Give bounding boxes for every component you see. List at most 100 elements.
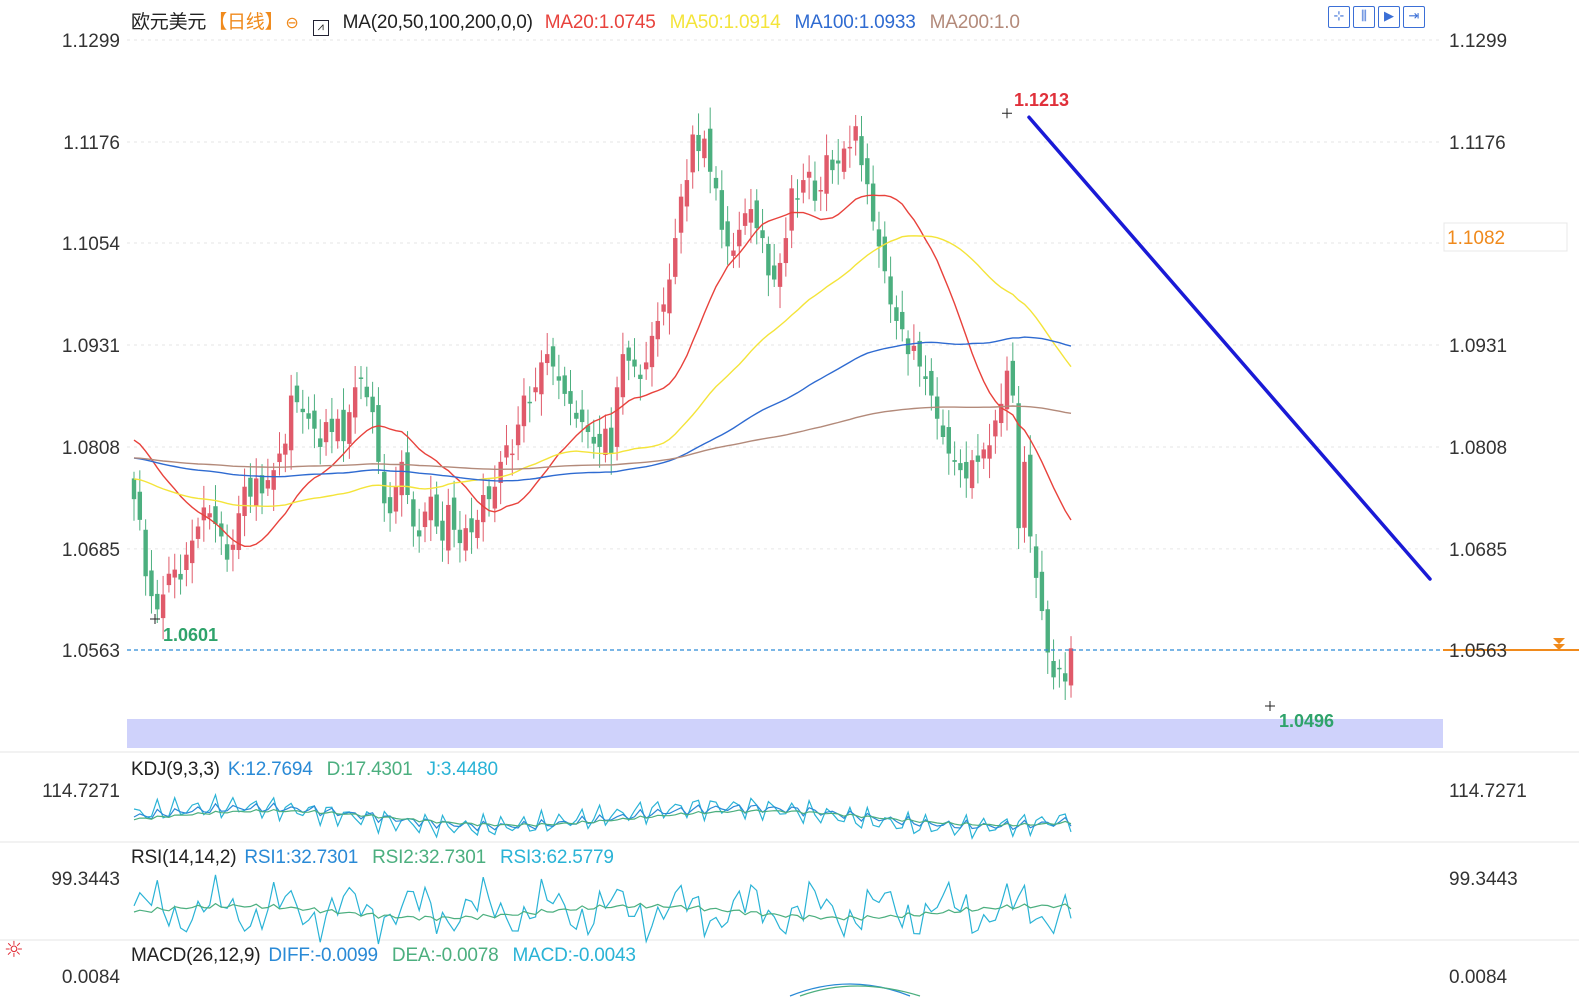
- candle-down[interactable]: [1039, 571, 1045, 612]
- candle-down[interactable]: [772, 265, 777, 280]
- candle-down[interactable]: [312, 410, 317, 429]
- candle-down[interactable]: [469, 518, 474, 533]
- candle-up[interactable]: [620, 354, 626, 398]
- candle-up[interactable]: [667, 279, 672, 314]
- candle-up[interactable]: [818, 190, 823, 192]
- candle-down[interactable]: [760, 230, 765, 239]
- candle-up[interactable]: [492, 486, 498, 509]
- candle-up[interactable]: [969, 460, 975, 489]
- candle-down[interactable]: [219, 523, 224, 537]
- candle-up[interactable]: [335, 418, 340, 442]
- candle-down[interactable]: [638, 374, 643, 379]
- candle-down[interactable]: [766, 243, 771, 276]
- candle-down[interactable]: [707, 128, 713, 172]
- candle-down[interactable]: [155, 593, 160, 610]
- candle-up[interactable]: [352, 387, 358, 418]
- candle-up[interactable]: [271, 470, 276, 490]
- candle-down[interactable]: [562, 375, 567, 394]
- candle-up[interactable]: [841, 148, 847, 172]
- candle-down[interactable]: [923, 376, 928, 379]
- candle-down[interactable]: [795, 198, 800, 200]
- candle-down[interactable]: [131, 478, 137, 500]
- candle-up[interactable]: [463, 528, 468, 551]
- crosshair-icon[interactable]: ⊹: [1328, 6, 1350, 28]
- candle-up[interactable]: [323, 422, 329, 443]
- candle-down[interactable]: [556, 376, 562, 381]
- candle-down[interactable]: [341, 409, 346, 442]
- candle-up[interactable]: [498, 461, 503, 483]
- skip-forward-icon[interactable]: ⇥: [1403, 6, 1425, 28]
- candle-down[interactable]: [952, 460, 957, 462]
- candle-down[interactable]: [364, 386, 369, 398]
- candle-down[interactable]: [830, 159, 835, 171]
- collapse-arrow-icon[interactable]: [1553, 638, 1565, 650]
- candle-up[interactable]: [265, 480, 271, 489]
- candle-down[interactable]: [405, 452, 410, 496]
- candle-down[interactable]: [1016, 403, 1021, 529]
- candle-down[interactable]: [411, 499, 416, 527]
- candle-down[interactable]: [137, 491, 143, 520]
- candle-up[interactable]: [614, 387, 620, 447]
- candle-up[interactable]: [789, 188, 794, 231]
- candle-up[interactable]: [521, 395, 527, 427]
- candle-down[interactable]: [416, 530, 422, 537]
- candle-down[interactable]: [597, 433, 602, 447]
- candle-up[interactable]: [195, 526, 201, 539]
- candle-up[interactable]: [649, 335, 655, 368]
- candle-up[interactable]: [643, 362, 649, 370]
- play-icon[interactable]: ▶: [1378, 6, 1400, 28]
- candle-up[interactable]: [190, 540, 195, 564]
- candle-down[interactable]: [440, 520, 445, 541]
- candle-up[interactable]: [288, 395, 294, 451]
- candle-up[interactable]: [847, 146, 853, 149]
- candle-down[interactable]: [370, 396, 375, 413]
- candle-up[interactable]: [515, 424, 521, 446]
- candle-down[interactable]: [568, 391, 573, 404]
- candle-down[interactable]: [900, 311, 905, 330]
- candle-up[interactable]: [911, 345, 917, 351]
- candle-down[interactable]: [905, 338, 911, 355]
- candle-down[interactable]: [946, 427, 951, 454]
- candle-up[interactable]: [655, 320, 660, 340]
- period-label[interactable]: 【日线】: [208, 12, 284, 33]
- candle-up[interactable]: [806, 171, 812, 178]
- candle-up[interactable]: [1022, 461, 1027, 528]
- candle-up[interactable]: [446, 504, 451, 551]
- candle-up[interactable]: [283, 443, 288, 455]
- candle-down[interactable]: [248, 477, 253, 497]
- candle-down[interactable]: [958, 463, 963, 471]
- candle-down[interactable]: [888, 276, 893, 305]
- candle-up[interactable]: [742, 213, 748, 226]
- circle-minus-icon[interactable]: ⊖: [285, 15, 299, 32]
- candle-down[interactable]: [178, 573, 183, 580]
- candle-up[interactable]: [673, 238, 678, 277]
- candle-down[interactable]: [870, 183, 876, 222]
- candle-down[interactable]: [940, 425, 946, 437]
- candle-up[interactable]: [731, 250, 736, 256]
- candle-up[interactable]: [236, 513, 241, 551]
- candle-down[interactable]: [696, 134, 701, 152]
- candle-up[interactable]: [393, 486, 399, 512]
- candle-down[interactable]: [376, 405, 381, 462]
- candle-up[interactable]: [347, 412, 352, 444]
- candle-down[interactable]: [591, 436, 596, 444]
- candle-up[interactable]: [166, 573, 172, 586]
- candle-down[interactable]: [1057, 667, 1062, 670]
- candle-up[interactable]: [981, 449, 986, 459]
- candle-down[interactable]: [894, 307, 899, 321]
- candle-down[interactable]: [713, 177, 719, 189]
- candle-up[interactable]: [510, 453, 515, 456]
- candle-down[interactable]: [329, 418, 335, 433]
- candle-down[interactable]: [1045, 609, 1050, 653]
- candle-up[interactable]: [702, 138, 707, 159]
- candle-down[interactable]: [812, 180, 818, 201]
- candle-down[interactable]: [358, 377, 364, 379]
- candle-up[interactable]: [184, 554, 189, 570]
- trend-line[interactable]: [1027, 115, 1432, 581]
- candle-up[interactable]: [539, 362, 544, 395]
- candle-up[interactable]: [993, 420, 998, 437]
- candle-down[interactable]: [975, 455, 981, 462]
- candle-down[interactable]: [213, 506, 218, 525]
- candle-up[interactable]: [504, 445, 509, 458]
